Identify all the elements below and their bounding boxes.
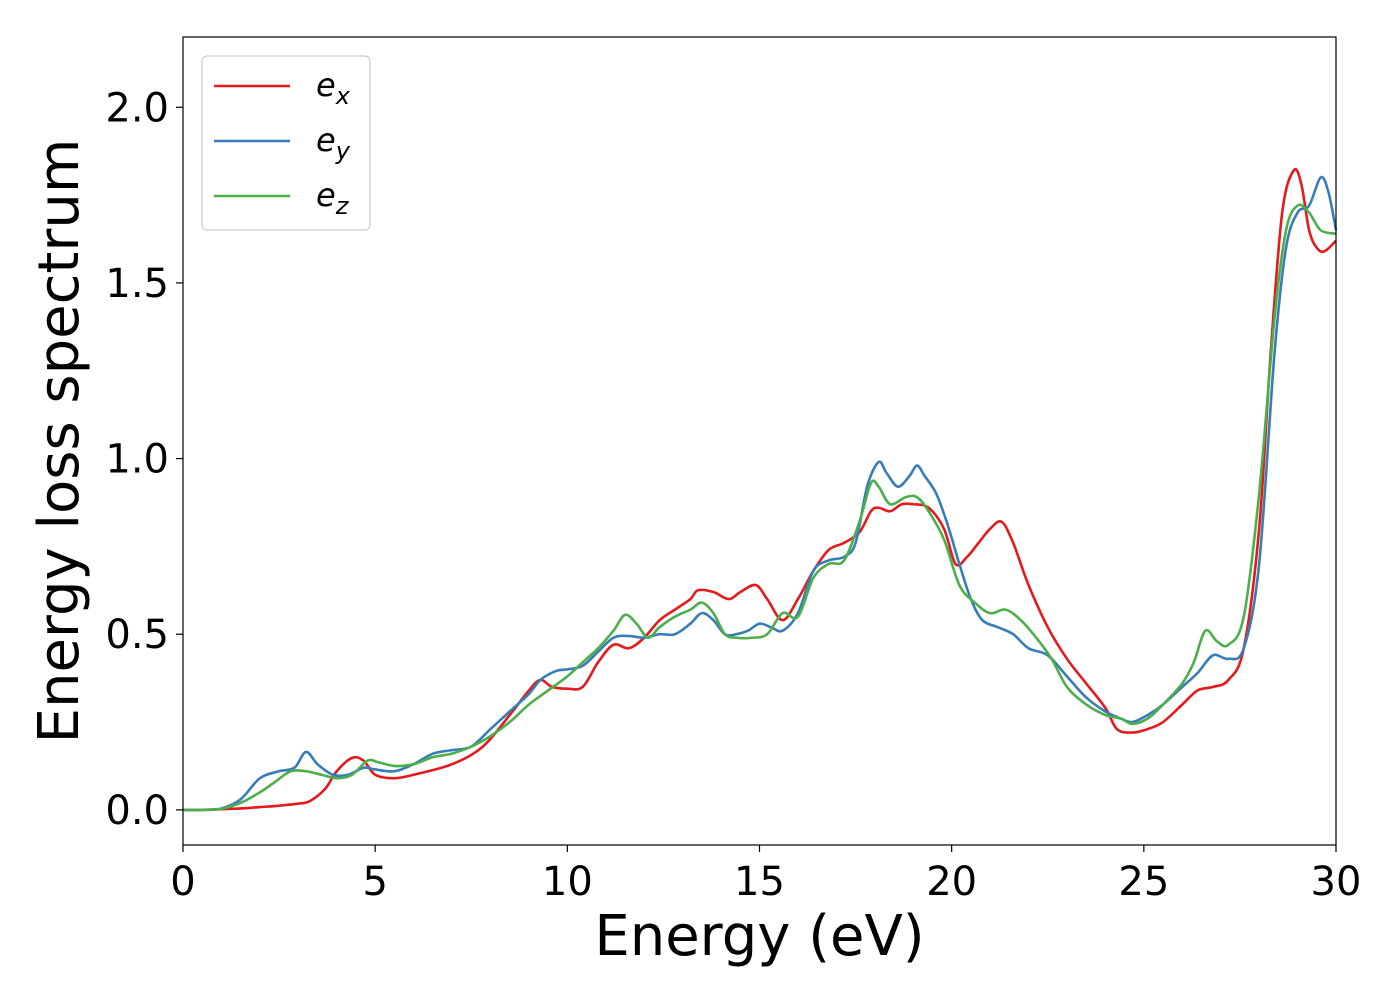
legend-label-ez: ez — [316, 176, 350, 220]
legend-label-ex: ex — [316, 66, 351, 110]
x-tick-label: 20 — [926, 859, 977, 905]
x-tick-label: 5 — [362, 859, 387, 905]
x-axis-title: Energy (eV) — [594, 904, 924, 969]
y-axis-ticks: 0.0 0.5 1.0 1.5 2.0 — [105, 85, 183, 834]
x-axis-ticks: 0 5 10 15 20 25 30 — [170, 845, 1361, 905]
legend: ex ey ez — [201, 55, 371, 231]
x-tick-label: 0 — [170, 859, 195, 905]
y-tick-label: 2.0 — [105, 85, 169, 131]
x-tick-label: 15 — [734, 859, 785, 905]
series-line-ez — [182, 203, 1337, 812]
y-tick-label: 0.0 — [105, 788, 169, 834]
x-tick-label: 30 — [1311, 859, 1362, 905]
y-tick-label: 0.5 — [105, 612, 169, 658]
x-tick-label: 25 — [1118, 859, 1169, 905]
y-tick-label: 1.5 — [105, 261, 169, 307]
legend-box — [201, 55, 371, 231]
legend-label-ey: ey — [316, 121, 351, 165]
y-axis-title: Energy loss spectrum — [27, 139, 92, 744]
series-line-ex — [182, 168, 1337, 812]
series-line-ey — [182, 175, 1338, 812]
x-tick-label: 10 — [542, 859, 593, 905]
y-tick-label: 1.0 — [105, 437, 169, 483]
series-lines — [182, 168, 1338, 812]
